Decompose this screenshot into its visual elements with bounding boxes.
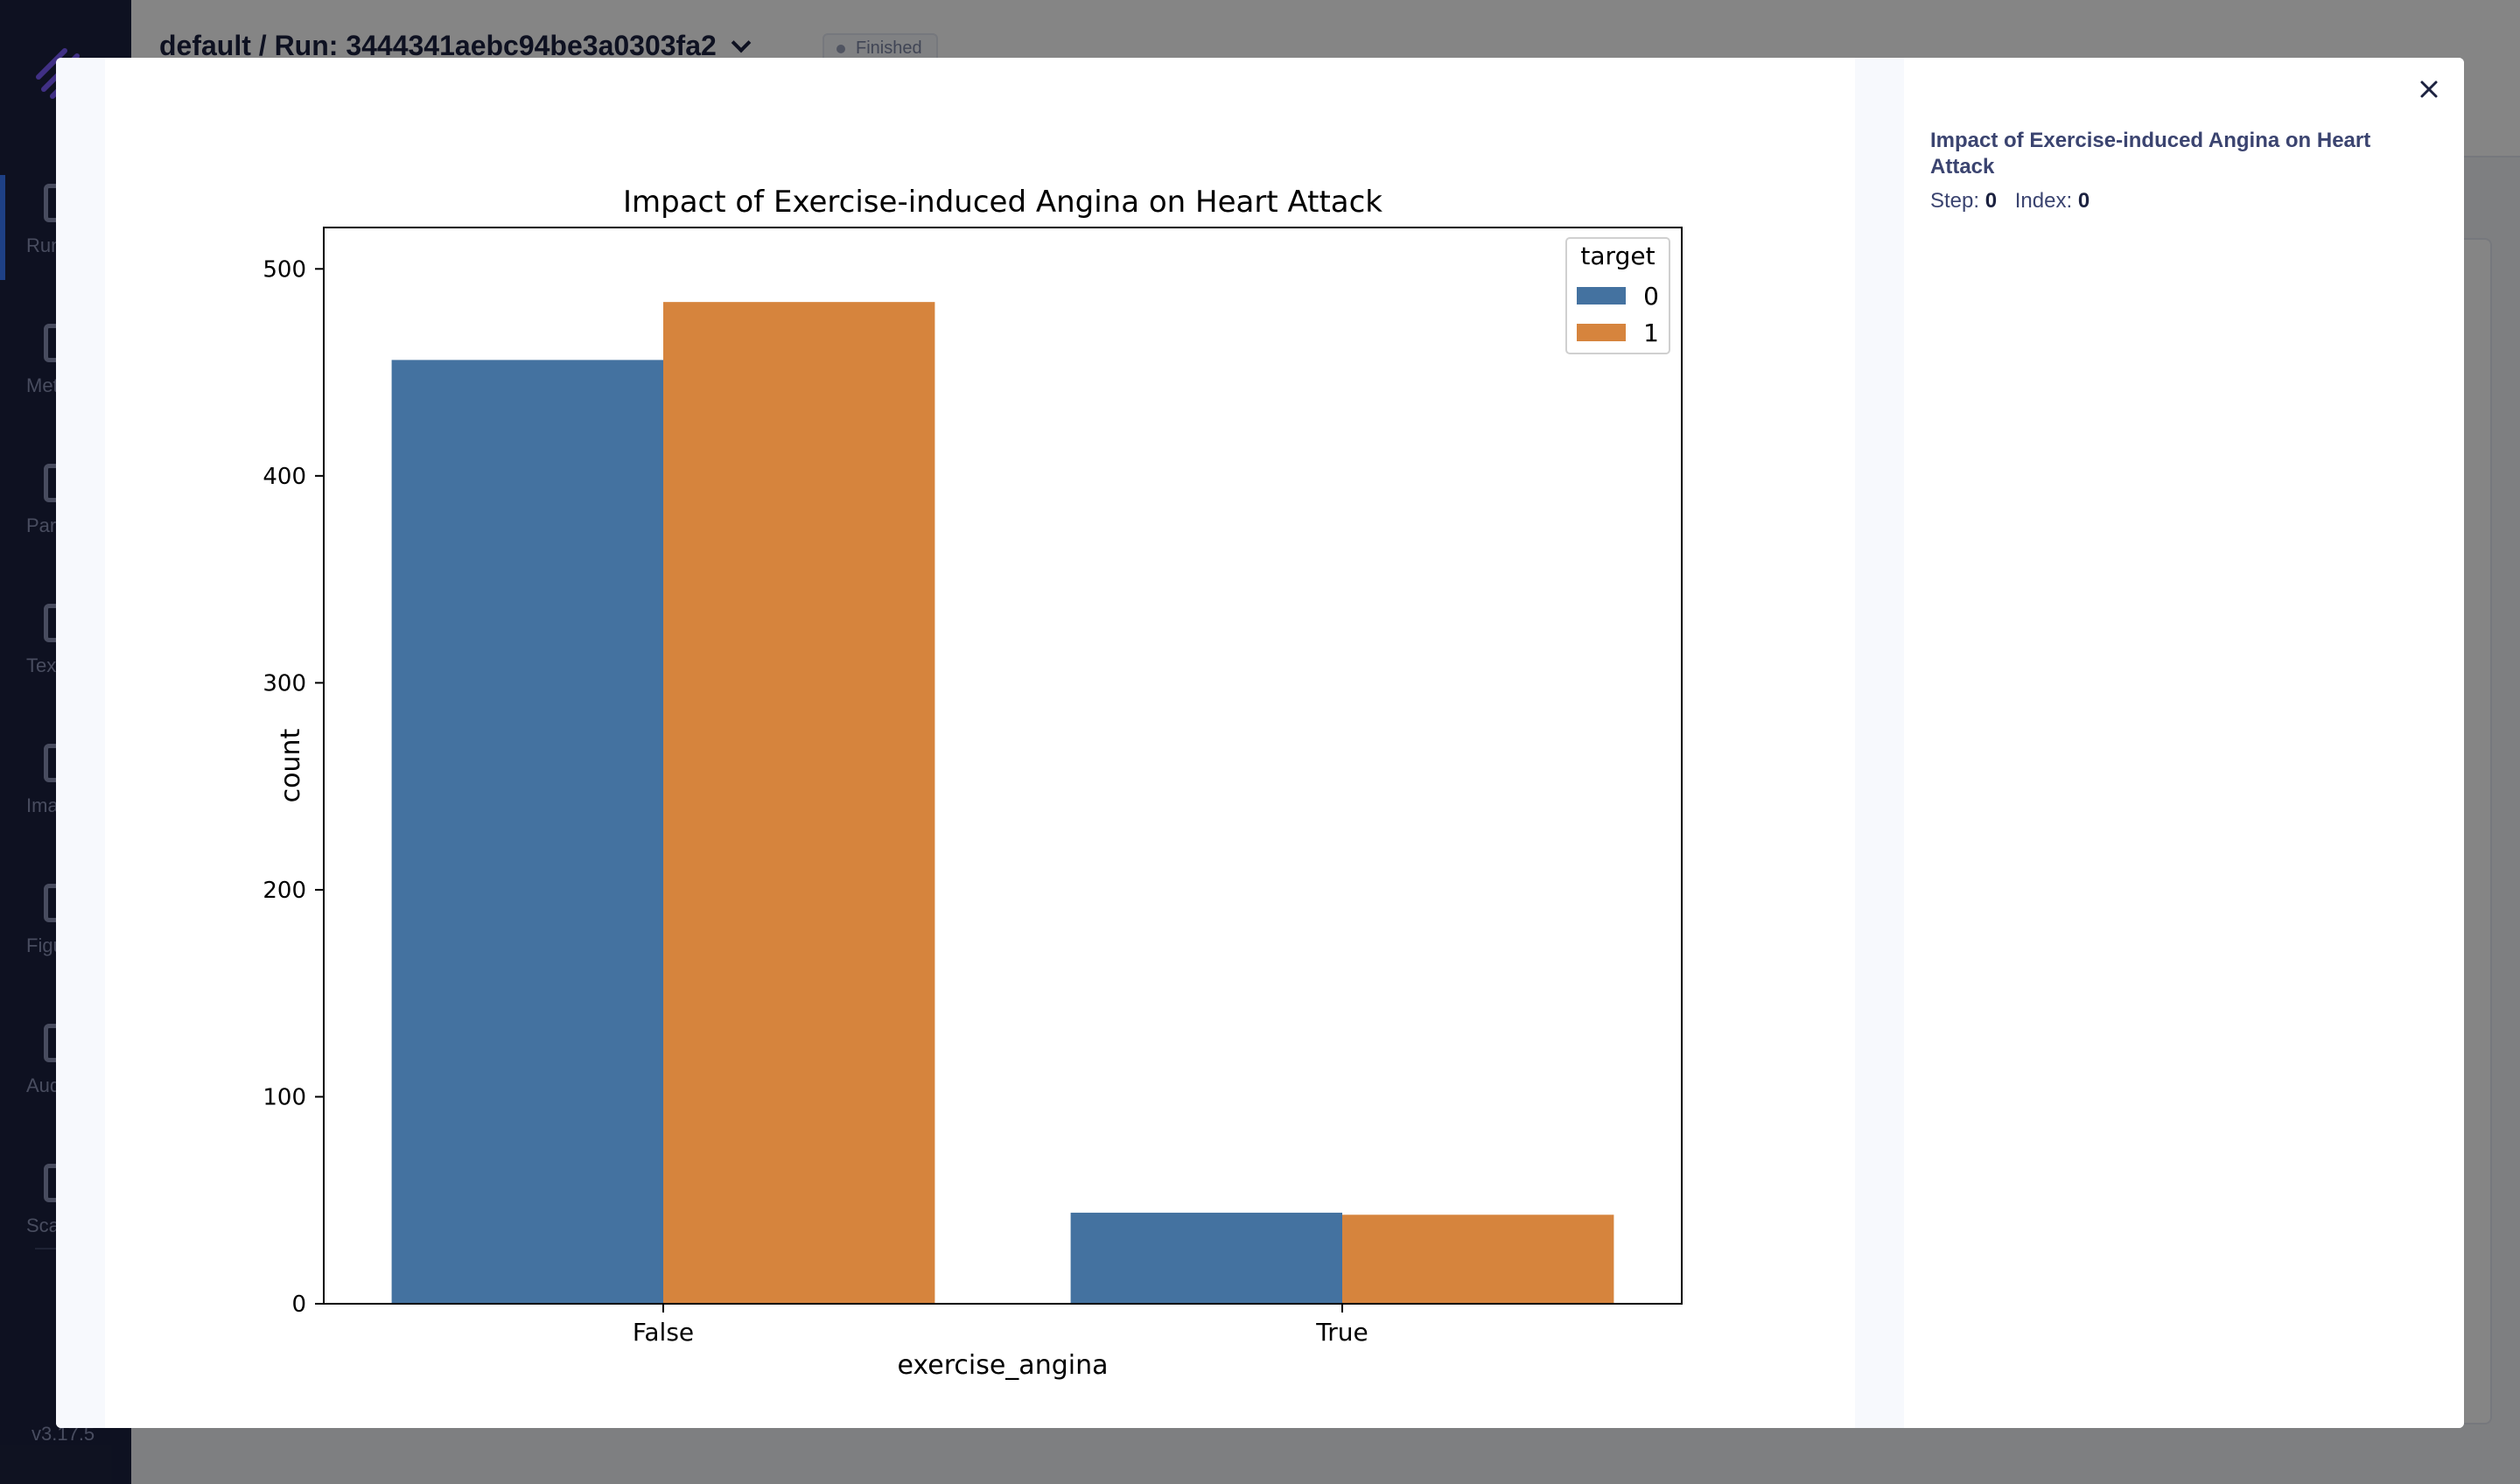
bar-series-0-false <box>391 360 663 1304</box>
bar-chart: 0 100 200 300 400 500 False True Impact of Exerc… <box>262 185 1683 1381</box>
bar-series-1-false <box>663 302 935 1305</box>
bar-series-0-true <box>1070 1212 1342 1304</box>
bar-series-1-true <box>1342 1214 1614 1304</box>
close-icon[interactable] <box>2412 72 2446 107</box>
y-tick-label: 300 <box>262 670 306 696</box>
index-value: 0 <box>2077 189 2090 213</box>
figure-viewer-modal: 0 100 200 300 400 500 False True Impact of Exerc… <box>56 58 2464 1428</box>
legend-swatch <box>1577 287 1626 304</box>
legend-swatch <box>1577 324 1626 341</box>
figure-title: Impact of Exercise-induced Angina on Hea… <box>1930 129 2371 178</box>
y-tick-label: 100 <box>262 1084 306 1110</box>
plot-frame <box>323 227 1683 1305</box>
step-value: 0 <box>1984 189 1998 213</box>
index-label: Index: <box>2014 189 2073 213</box>
legend-label: 1 <box>1643 318 1659 347</box>
y-tick-label: 200 <box>262 878 306 904</box>
figure-details-panel: Impact of Exercise-induced Angina on Hea… <box>1904 58 2464 1428</box>
x-tick-label: True <box>1315 1318 1368 1347</box>
step-label: Step: <box>1930 189 1980 213</box>
chart-title: Impact of Exercise-induced Angina on Hea… <box>623 185 1382 220</box>
breadcrumb[interactable]: default / Run: 3444341aebc94be3a0303fa2 <box>159 30 752 62</box>
modal-gutter <box>1855 58 1904 1428</box>
y-tick-label: 0 <box>291 1292 306 1318</box>
x-axis-label: exercise_angina <box>898 1350 1109 1381</box>
breadcrumb-text: default / Run: 3444341aebc94be3a0303fa2 <box>159 30 717 61</box>
figure-container: 0 100 200 300 400 500 False True Impact of Exerc… <box>105 58 1855 1428</box>
x-tick-label: False <box>633 1318 694 1347</box>
y-tick-label: 400 <box>262 464 306 490</box>
legend-label: 0 <box>1643 282 1659 311</box>
modal-gutter <box>56 58 105 1428</box>
y-tick-label: 500 <box>262 256 306 283</box>
legend-title: target <box>1580 242 1655 270</box>
y-axis-label: count <box>276 728 306 802</box>
figure-meta: Step: 0 Index: 0 <box>1930 189 2090 214</box>
